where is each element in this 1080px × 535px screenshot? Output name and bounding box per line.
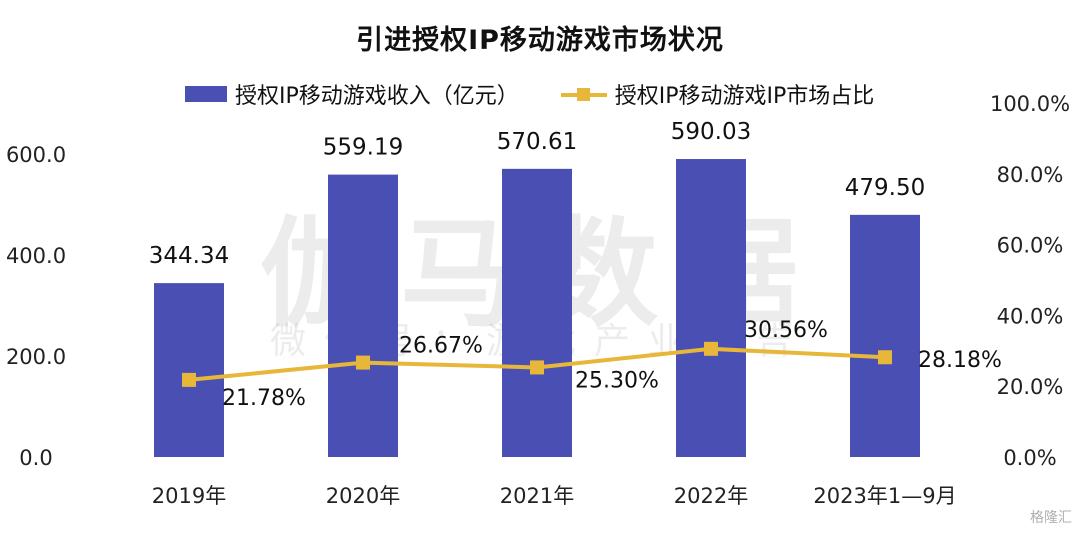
legend-swatch-line-icon [560, 86, 607, 102]
bar-value-label-4: 479.50 [845, 175, 925, 201]
x-tick-label-4: 2023年1—9月 [813, 484, 956, 508]
y-right-tick-label: 0.0% [1003, 446, 1056, 470]
legend: 授权IP移动游戏收入（亿元） 授权IP移动游戏IP市场占比 [185, 78, 916, 110]
y-right-tick-label: 40.0% [997, 304, 1064, 328]
bar-0 [154, 283, 224, 457]
x-tick-label-1: 2020年 [326, 484, 400, 508]
y-right-tick-label: 80.0% [997, 163, 1064, 187]
legend-item-revenue: 授权IP移动游戏收入（亿元） [185, 78, 519, 110]
y-left-tick-label: 0.0 [19, 446, 52, 470]
x-tick-label-2: 2021年 [500, 484, 574, 508]
y-left-tick-label: 600.0 [6, 143, 66, 167]
bar-value-label-1: 559.19 [323, 135, 403, 161]
x-tick-label-0: 2019年 [152, 484, 226, 508]
y-right-tick-label: 100.0% [990, 92, 1070, 116]
bar-4 [850, 214, 920, 457]
legend-item-share: 授权IP移动游戏IP市场占比 [560, 78, 875, 110]
share-value-label-3: 30.56% [744, 318, 828, 343]
share-point-3 [704, 341, 718, 356]
bar-value-label-3: 590.03 [671, 119, 751, 145]
share-point-0 [182, 372, 196, 387]
share-point-1 [356, 355, 370, 370]
share-value-label-0: 21.78% [222, 386, 306, 411]
share-point-2 [530, 360, 544, 375]
bar-value-label-2: 570.61 [497, 129, 577, 155]
y-left-tick-label: 400.0 [6, 244, 66, 268]
bar-value-label-0: 344.34 [149, 243, 229, 269]
chart-title: 引进授权IP移动游戏市场状况 [356, 25, 724, 56]
legend-label-share: 授权IP移动游戏IP市场占比 [614, 84, 875, 109]
legend-swatch-bar-icon [185, 86, 227, 102]
y-right-tick-label: 60.0% [997, 234, 1064, 258]
share-value-label-1: 26.67% [399, 334, 483, 359]
y-left-tick-label: 200.0 [6, 345, 66, 369]
share-point-4 [878, 350, 892, 365]
corner-logo: 格隆汇 [1030, 510, 1072, 526]
bar-1 [328, 174, 398, 457]
share-value-label-4: 28.18% [918, 348, 1002, 373]
share-value-label-2: 25.30% [575, 368, 659, 393]
x-tick-label-3: 2022年 [674, 484, 748, 508]
y-right-tick-label: 20.0% [997, 375, 1064, 399]
bar-2 [502, 168, 572, 457]
legend-label-revenue: 授权IP移动游戏收入（亿元） [235, 84, 519, 109]
bar-3 [676, 159, 746, 457]
